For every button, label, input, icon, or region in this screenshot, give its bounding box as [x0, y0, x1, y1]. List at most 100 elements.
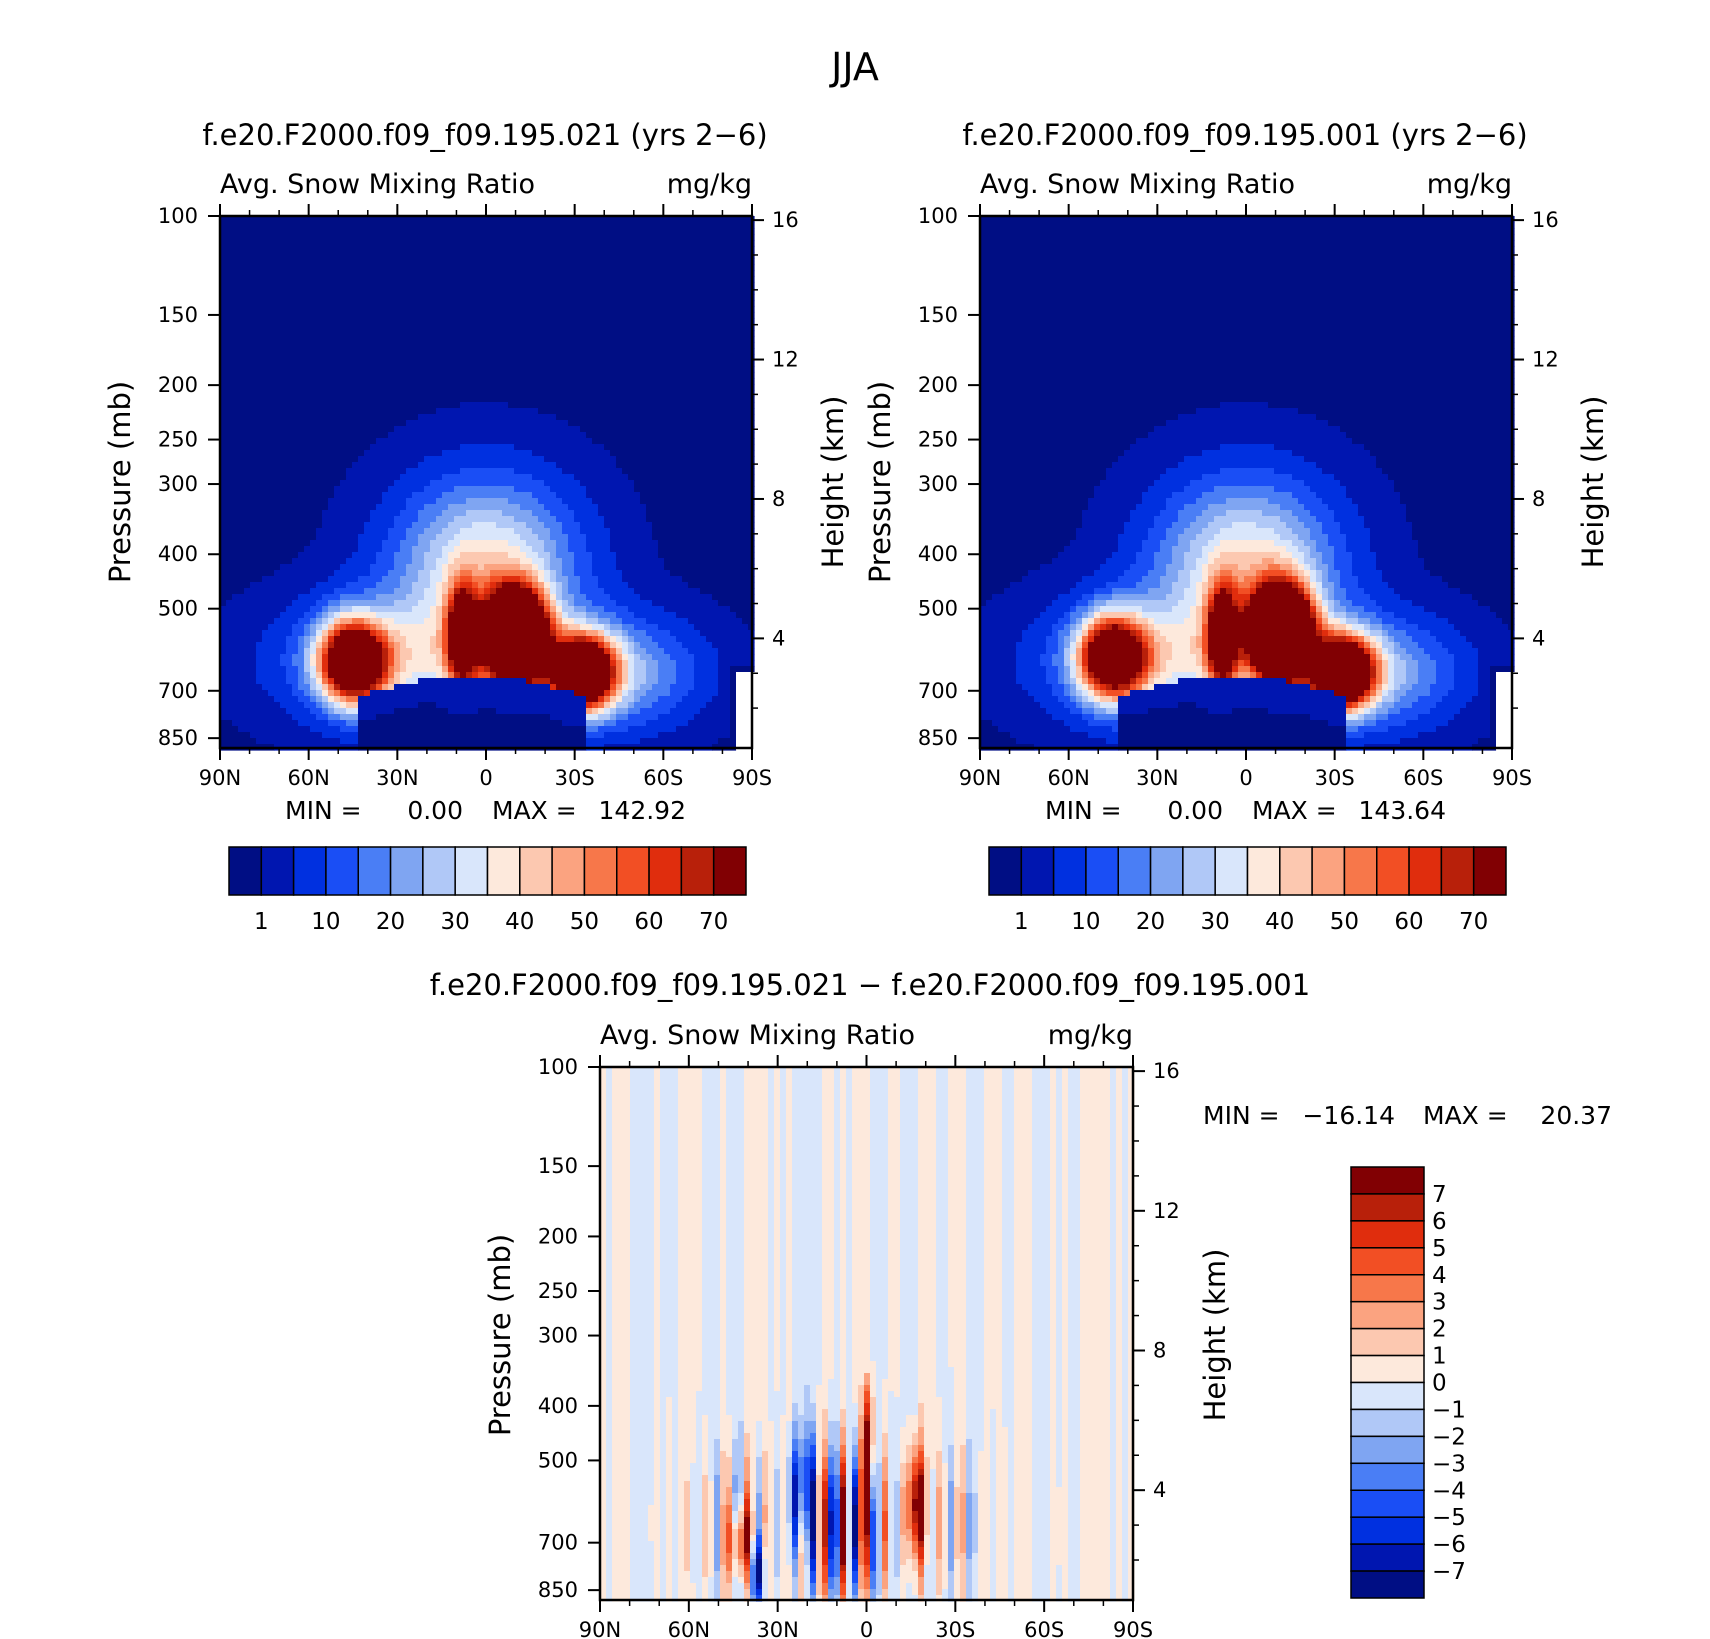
contour-cell — [936, 1385, 955, 1392]
contour-cell — [918, 1283, 937, 1290]
contour-cell — [816, 1391, 829, 1398]
contour-cell — [948, 1211, 967, 1218]
y2-tick-label: 4 — [1532, 626, 1545, 650]
contour-cell — [1370, 534, 1413, 541]
contour-cell — [328, 714, 341, 721]
contour-cell — [846, 1289, 853, 1296]
contour-cell — [1032, 1103, 1051, 1110]
contour-cell — [786, 1331, 793, 1338]
contour-cell — [768, 1295, 775, 1302]
contour-cell — [720, 1433, 733, 1440]
contour-cell — [574, 636, 587, 643]
contour-cell — [736, 684, 755, 691]
contour-cell — [622, 630, 629, 637]
contour-cell — [792, 1433, 799, 1440]
panel-2-colorbar: 1 10 20 30 40 50 60 70 — [988, 846, 1507, 935]
contour-cell — [888, 1295, 901, 1302]
contour-cell — [316, 618, 323, 625]
contour-cell — [652, 684, 671, 691]
contour-cell — [900, 1181, 919, 1188]
contour-cell — [948, 1349, 967, 1356]
contour-cell — [550, 486, 587, 493]
x-tick-label: 90N — [959, 766, 1001, 790]
contour-cell — [606, 1079, 613, 1086]
contour-cell — [1068, 1349, 1081, 1356]
contour-cell — [1050, 1343, 1057, 1350]
contour-cell — [442, 612, 449, 619]
contour-cell — [1208, 708, 1233, 715]
contour-cell — [1112, 588, 1149, 595]
contour-cell — [900, 1097, 919, 1104]
contour-cell — [1068, 1403, 1081, 1410]
contour-cell — [840, 1325, 847, 1332]
contour-cell — [600, 1343, 607, 1350]
contour-cell — [1316, 582, 1323, 589]
contour-cell — [870, 1331, 889, 1338]
contour-cell — [918, 1121, 937, 1128]
contour-cell — [406, 504, 425, 511]
contour-cell — [918, 1133, 937, 1140]
colorbar-label: 20 — [1136, 909, 1165, 935]
contour-cell — [1136, 618, 1149, 625]
contour-cell — [1080, 1433, 1111, 1440]
contour-cell — [936, 1319, 949, 1326]
contour-cell — [1002, 1193, 1015, 1200]
contour-cell — [852, 1385, 859, 1392]
contour-cell — [532, 564, 539, 571]
contour-cell — [918, 1139, 937, 1146]
contour-cell — [900, 1373, 919, 1380]
contour-cell — [822, 1085, 835, 1092]
contour-cell — [678, 1361, 703, 1368]
contour-cell — [864, 1373, 871, 1380]
contour-cell — [604, 708, 611, 715]
contour-cell — [852, 1265, 871, 1272]
contour-cell — [1110, 1067, 1117, 1074]
contour-cell — [1110, 1409, 1117, 1416]
contour-cell — [370, 510, 401, 517]
contour-cell — [720, 1079, 727, 1086]
contour-cell — [606, 1211, 613, 1218]
contour-cell — [980, 714, 1053, 721]
colorbar-label: 30 — [1201, 909, 1230, 935]
contour-cell — [768, 1385, 775, 1392]
contour-cell — [220, 630, 263, 637]
colorbar-label: 20 — [376, 909, 405, 935]
contour-cell — [526, 678, 533, 685]
contour-cell — [744, 1337, 769, 1344]
contour-cell — [918, 1157, 937, 1164]
contour-cell — [340, 630, 371, 637]
contour-cell — [670, 708, 701, 715]
contour-cell — [1122, 1199, 1129, 1206]
contour-cell — [846, 1283, 853, 1290]
contour-cell — [630, 1313, 655, 1320]
contour-cell — [640, 738, 719, 745]
contour-cell — [630, 1343, 655, 1350]
contour-cell — [720, 1157, 727, 1164]
contour-cell — [424, 456, 545, 463]
contour-cell — [1064, 636, 1071, 643]
contour-cell — [1082, 702, 1095, 709]
contour-cell — [786, 1199, 793, 1206]
contour-cell — [538, 408, 755, 415]
contour-cell — [840, 1253, 847, 1260]
contour-cell — [768, 1259, 775, 1266]
contour-cell — [220, 234, 755, 241]
contour-cell — [798, 1409, 805, 1416]
contour-cell — [1122, 1307, 1129, 1314]
contour-cell — [1310, 612, 1317, 619]
contour-cell — [852, 1199, 871, 1206]
contour-cell — [400, 576, 419, 583]
contour-cell — [1002, 1067, 1015, 1074]
contour-cell — [442, 606, 449, 613]
contour-cell — [786, 1097, 793, 1104]
contour-cell — [840, 1079, 847, 1086]
contour-cell — [1256, 588, 1299, 595]
contour-cell — [936, 1145, 949, 1152]
contour-cell — [1076, 672, 1083, 679]
contour-cell — [1388, 660, 1395, 667]
contour-cell — [1208, 558, 1215, 565]
contour-cell — [1056, 1181, 1063, 1188]
contour-cell — [774, 1277, 781, 1284]
contour-cell — [1274, 468, 1323, 475]
contour-cell — [1112, 726, 1119, 733]
